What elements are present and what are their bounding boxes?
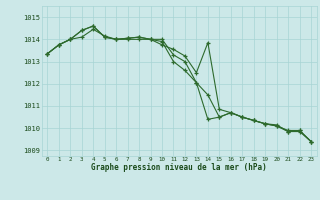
- X-axis label: Graphe pression niveau de la mer (hPa): Graphe pression niveau de la mer (hPa): [91, 164, 267, 172]
